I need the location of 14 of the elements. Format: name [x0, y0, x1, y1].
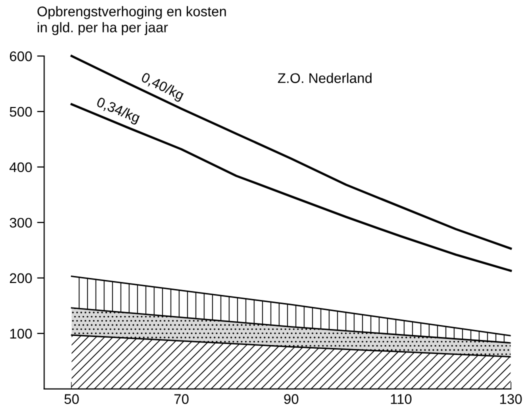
y-tick-label: 100: [10, 328, 32, 339]
y-tick-label: 300: [10, 218, 32, 228]
y-tick-label: 400: [10, 162, 32, 172]
x-tick-label: 50: [64, 394, 79, 404]
x-tick-label: 70: [174, 394, 189, 404]
y-tick-label: 200: [10, 273, 32, 284]
y-tick-label: 600: [10, 51, 32, 62]
line-series: [70, 54, 512, 250]
y-tick-label: 500: [10, 106, 32, 117]
y-axis-title: Opbrengstverhoging en kosten in gld. per ha per jaar: [37, 6, 226, 36]
x-tick-label: 130: [500, 394, 522, 404]
annotation: Z.O. Nederland: [278, 72, 372, 84]
x-tick-label: 90: [284, 394, 298, 404]
x-tick-label: 110: [390, 394, 412, 404]
